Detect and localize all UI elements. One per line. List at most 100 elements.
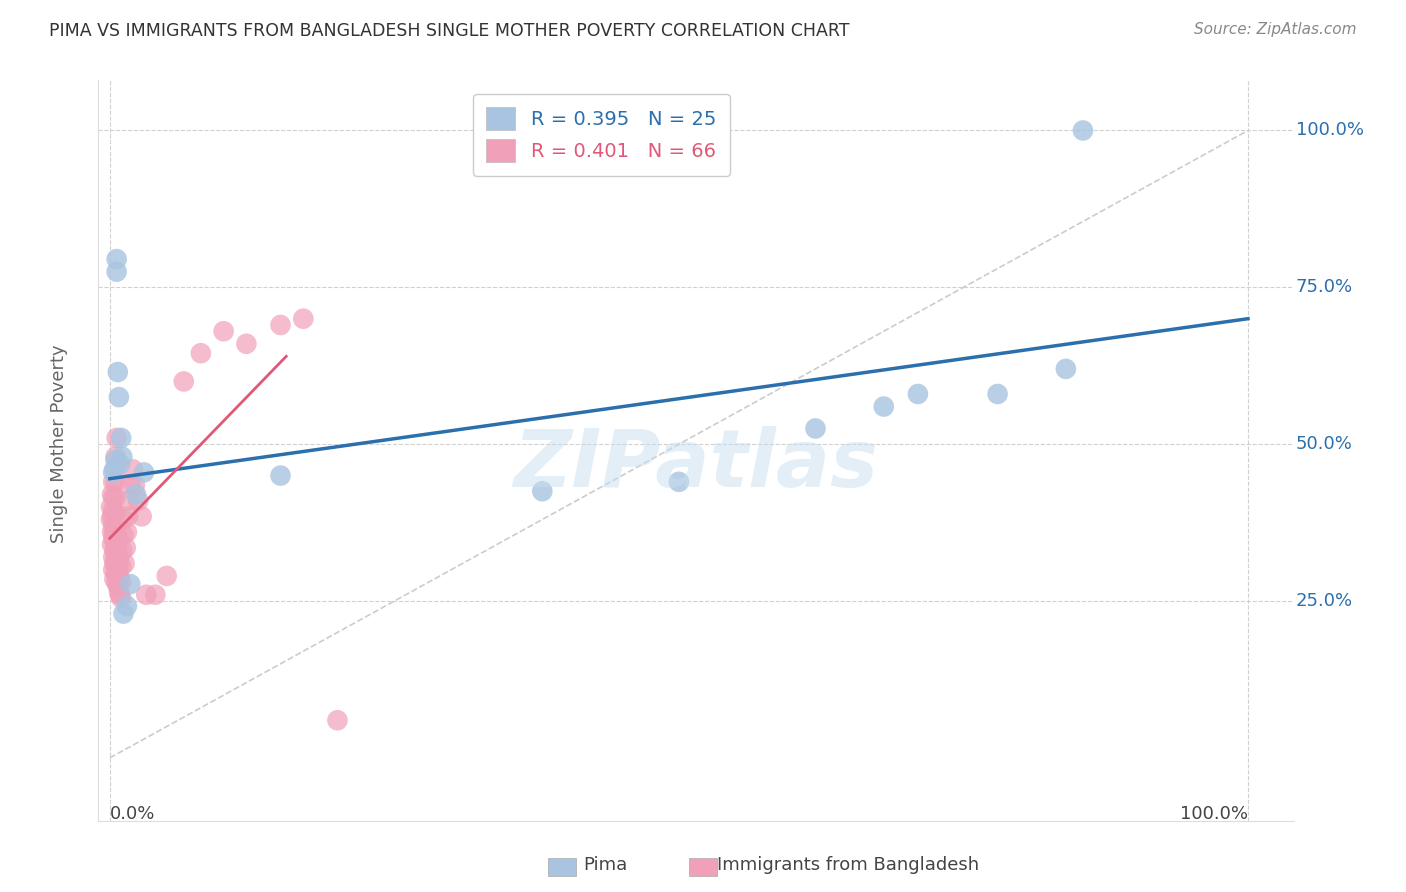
Point bbox=[125, 487, 148, 501]
Point bbox=[117, 509, 139, 524]
Point bbox=[101, 509, 124, 524]
Point bbox=[105, 528, 128, 542]
Text: Source: ZipAtlas.com: Source: ZipAtlas.com bbox=[1194, 22, 1357, 37]
Text: 75.0%: 75.0% bbox=[1296, 278, 1353, 296]
Point bbox=[104, 453, 127, 467]
Point bbox=[105, 252, 128, 266]
Point bbox=[103, 475, 125, 489]
Point bbox=[108, 390, 131, 404]
Point bbox=[873, 400, 896, 414]
Point bbox=[135, 588, 157, 602]
Point bbox=[804, 421, 827, 435]
Text: 25.0%: 25.0% bbox=[1296, 592, 1353, 610]
Point bbox=[1054, 362, 1077, 376]
Text: Immigrants from Bangladesh: Immigrants from Bangladesh bbox=[717, 856, 979, 874]
Point bbox=[105, 431, 128, 445]
Point bbox=[105, 265, 128, 279]
Text: 50.0%: 50.0% bbox=[1296, 435, 1353, 453]
Point bbox=[270, 318, 292, 332]
Point bbox=[107, 563, 129, 577]
Point bbox=[108, 457, 131, 471]
Point bbox=[103, 518, 125, 533]
Point bbox=[114, 557, 136, 571]
Text: Single Mother Poverty: Single Mother Poverty bbox=[49, 345, 67, 543]
Text: 100.0%: 100.0% bbox=[1180, 805, 1249, 823]
Point bbox=[104, 491, 127, 505]
Point bbox=[103, 557, 125, 571]
Point bbox=[104, 475, 127, 489]
Point bbox=[103, 531, 125, 545]
Point bbox=[132, 466, 155, 480]
Point bbox=[1071, 123, 1094, 137]
Point bbox=[110, 575, 132, 590]
Text: 0.0%: 0.0% bbox=[110, 805, 155, 823]
Text: Pima: Pima bbox=[583, 856, 627, 874]
Point bbox=[100, 500, 122, 514]
Point bbox=[111, 450, 134, 464]
Point bbox=[115, 524, 138, 539]
Point bbox=[107, 531, 129, 545]
Point bbox=[107, 365, 129, 379]
Point bbox=[987, 387, 1010, 401]
Point bbox=[110, 431, 132, 445]
Point bbox=[212, 324, 235, 338]
Point bbox=[120, 478, 142, 492]
Point bbox=[101, 524, 124, 539]
Point bbox=[121, 462, 143, 476]
Point bbox=[104, 538, 127, 552]
Point bbox=[100, 512, 122, 526]
Point bbox=[103, 572, 125, 586]
Point bbox=[156, 569, 179, 583]
Point bbox=[112, 528, 135, 542]
Point bbox=[107, 578, 129, 592]
Point bbox=[104, 522, 127, 536]
Point bbox=[104, 506, 127, 520]
Point bbox=[103, 462, 125, 476]
Point bbox=[112, 607, 135, 621]
Point bbox=[143, 588, 166, 602]
Text: 100.0%: 100.0% bbox=[1296, 121, 1364, 139]
Point bbox=[120, 577, 142, 591]
Point bbox=[103, 524, 125, 539]
Point bbox=[105, 559, 128, 574]
Point bbox=[326, 713, 349, 727]
Point bbox=[104, 566, 127, 580]
Point bbox=[103, 466, 125, 480]
Point bbox=[103, 550, 125, 565]
Point bbox=[103, 503, 125, 517]
Point bbox=[907, 387, 929, 401]
Point bbox=[115, 599, 138, 613]
Point bbox=[110, 591, 132, 605]
Point bbox=[103, 563, 125, 577]
Point bbox=[173, 375, 195, 389]
Point bbox=[107, 547, 129, 561]
Text: PIMA VS IMMIGRANTS FROM BANGLADESH SINGLE MOTHER POVERTY CORRELATION CHART: PIMA VS IMMIGRANTS FROM BANGLADESH SINGL… bbox=[49, 22, 849, 40]
Point bbox=[531, 484, 554, 499]
Point bbox=[101, 538, 124, 552]
Point bbox=[270, 468, 292, 483]
Point bbox=[101, 487, 124, 501]
Point bbox=[702, 123, 724, 137]
Point bbox=[105, 575, 128, 590]
Text: ZIPatlas: ZIPatlas bbox=[513, 426, 879, 504]
Point bbox=[103, 544, 125, 558]
Point bbox=[131, 509, 153, 524]
Point bbox=[124, 478, 146, 492]
Point bbox=[104, 450, 127, 464]
Point bbox=[111, 544, 134, 558]
Point bbox=[110, 559, 132, 574]
Point bbox=[114, 541, 136, 555]
Point bbox=[103, 506, 125, 520]
Point bbox=[108, 588, 131, 602]
Point bbox=[292, 311, 315, 326]
Point bbox=[104, 553, 127, 567]
Point bbox=[108, 572, 131, 586]
Point bbox=[108, 553, 131, 567]
Legend: R = 0.395   N = 25, R = 0.401   N = 66: R = 0.395 N = 25, R = 0.401 N = 66 bbox=[472, 94, 730, 176]
Point bbox=[190, 346, 212, 360]
Point bbox=[127, 493, 149, 508]
Point bbox=[103, 491, 125, 505]
Point bbox=[118, 493, 141, 508]
Point bbox=[112, 512, 135, 526]
Point bbox=[668, 475, 690, 489]
